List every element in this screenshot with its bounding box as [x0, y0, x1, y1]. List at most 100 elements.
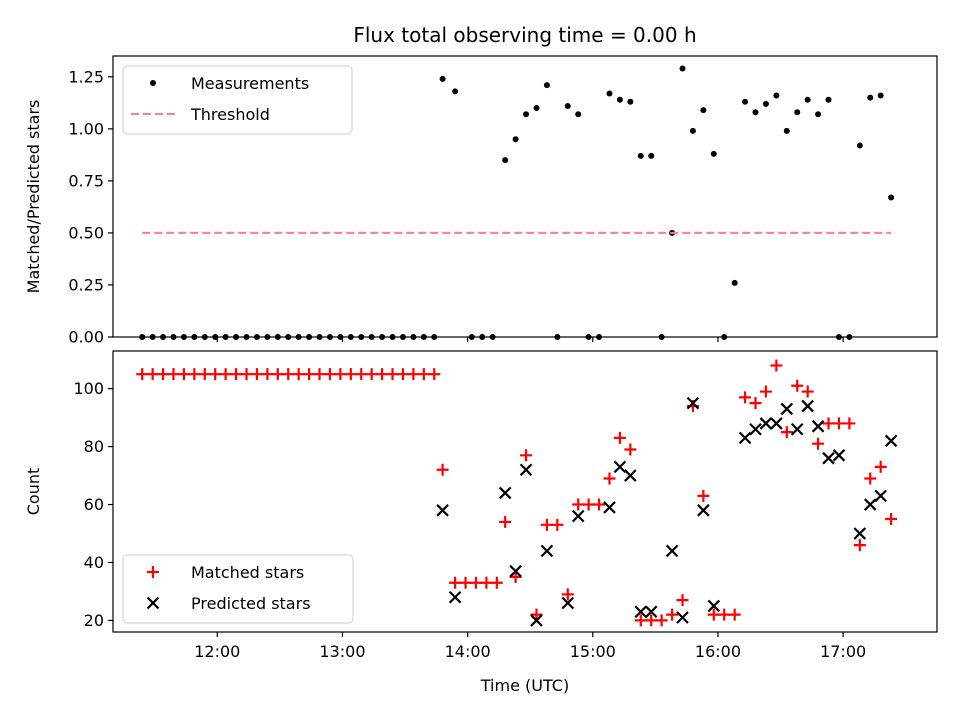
y-tick-label: 0.50 [68, 223, 104, 242]
matched-star-point [469, 576, 482, 589]
y-axis-label: Count [24, 468, 43, 516]
matched-star-point [749, 397, 762, 410]
measurement-point [689, 127, 696, 134]
matched-star-point [739, 391, 752, 404]
measurement-point [752, 109, 759, 116]
measurement-point [502, 157, 509, 164]
y-tick-label: 80 [84, 437, 104, 456]
y-tick-label: 60 [84, 495, 104, 514]
predicted-star-point [530, 614, 543, 627]
predicted-star-point [436, 504, 449, 517]
matched-star-point [198, 368, 211, 381]
matched-star-point [177, 368, 190, 381]
y-tick-label: 40 [84, 553, 104, 572]
matched-star-point [188, 368, 201, 381]
predicted-star-point [448, 590, 462, 604]
y-tick-label: 0.75 [68, 171, 104, 190]
measurement-point [700, 107, 707, 114]
predicted-star-point [697, 504, 710, 517]
plot-frame [112, 350, 938, 633]
matched-star-point [209, 368, 222, 381]
predicted-star-point [853, 527, 867, 540]
predicted-star-point [498, 486, 512, 500]
measurement-point [762, 100, 769, 107]
measurement-point [804, 96, 811, 103]
measurement-point [794, 109, 801, 116]
matched-star-point [428, 368, 441, 381]
matched-star-point [480, 576, 493, 589]
predicted-star-point [759, 417, 773, 430]
y-axis-label: Matched/Predicted stars [24, 100, 43, 294]
x-tick-label: 17:00 [820, 642, 866, 661]
matched-star-point [812, 437, 825, 450]
matched-star-point [520, 449, 533, 462]
matched-star-point [436, 463, 449, 476]
matched-star-point [874, 460, 887, 473]
matched-star-point [449, 576, 462, 589]
matched-star-point [582, 498, 595, 511]
predicted-star-point [832, 449, 846, 462]
matched-star-point [219, 368, 232, 381]
legend-marker-matched [147, 566, 159, 578]
y-tick-label: 0.00 [68, 328, 104, 347]
measurement-point [815, 111, 822, 118]
measurement-point [731, 279, 738, 286]
matched-star-point [540, 518, 553, 531]
predicted-star-point [634, 605, 648, 618]
legend-box [122, 65, 353, 135]
measurement-point [452, 88, 459, 95]
measurement-point [867, 94, 874, 101]
predicted-star-point [811, 420, 825, 433]
matched-star-point [634, 614, 647, 627]
measurement-point [637, 152, 644, 159]
predicted-star-point [780, 402, 794, 416]
matched-star-point [822, 417, 835, 430]
matched-star-point [157, 368, 170, 381]
matched-star-point [885, 513, 898, 526]
matched-star-point [593, 498, 606, 511]
matched-star-point [832, 417, 845, 430]
measurement-point [742, 98, 749, 105]
matched-star-point [365, 368, 378, 381]
matched-star-point [240, 368, 253, 381]
matched-star-point [780, 426, 793, 439]
predicted-star-point [770, 417, 783, 430]
measurement-point [606, 90, 613, 97]
matched-star-point [853, 539, 866, 552]
matched-star-point [624, 443, 637, 456]
matched-star-point [303, 368, 316, 381]
x-tick-label: 14:00 [445, 642, 491, 661]
matched-star-point [551, 518, 564, 531]
predicted-star-point [707, 599, 721, 613]
matched-star-point [417, 368, 430, 381]
legend-marker-predicted [146, 596, 160, 610]
predicted-star-point [822, 451, 835, 465]
predicted-star-point [571, 509, 585, 523]
matched-star-point [718, 608, 731, 621]
measurement-point [877, 92, 884, 99]
matched-star-point [509, 570, 522, 583]
predicted-star-point [790, 422, 804, 436]
measurement-point [512, 136, 519, 143]
predicted-star-point [613, 460, 627, 474]
measurement-point [856, 142, 863, 149]
measurement-point [439, 75, 446, 82]
predicted-star-point [561, 596, 575, 610]
measurement-point [648, 152, 655, 159]
matched-star-point [666, 608, 679, 621]
matched-star-point [791, 379, 804, 392]
predicted-star-point [738, 431, 752, 445]
matched-star-point [864, 472, 877, 485]
matched-star-point [250, 368, 263, 381]
x-tick-label: 15:00 [570, 642, 616, 661]
legend-box [122, 554, 354, 624]
predicted-star-point [884, 434, 898, 448]
matched-star-point [146, 368, 159, 381]
matched-star-point [603, 472, 616, 485]
matched-star-point [572, 498, 585, 511]
matched-star-point [645, 614, 658, 627]
predicted-star-point [509, 564, 522, 578]
measurement-point [533, 105, 540, 112]
predicted-star-point [749, 422, 762, 436]
